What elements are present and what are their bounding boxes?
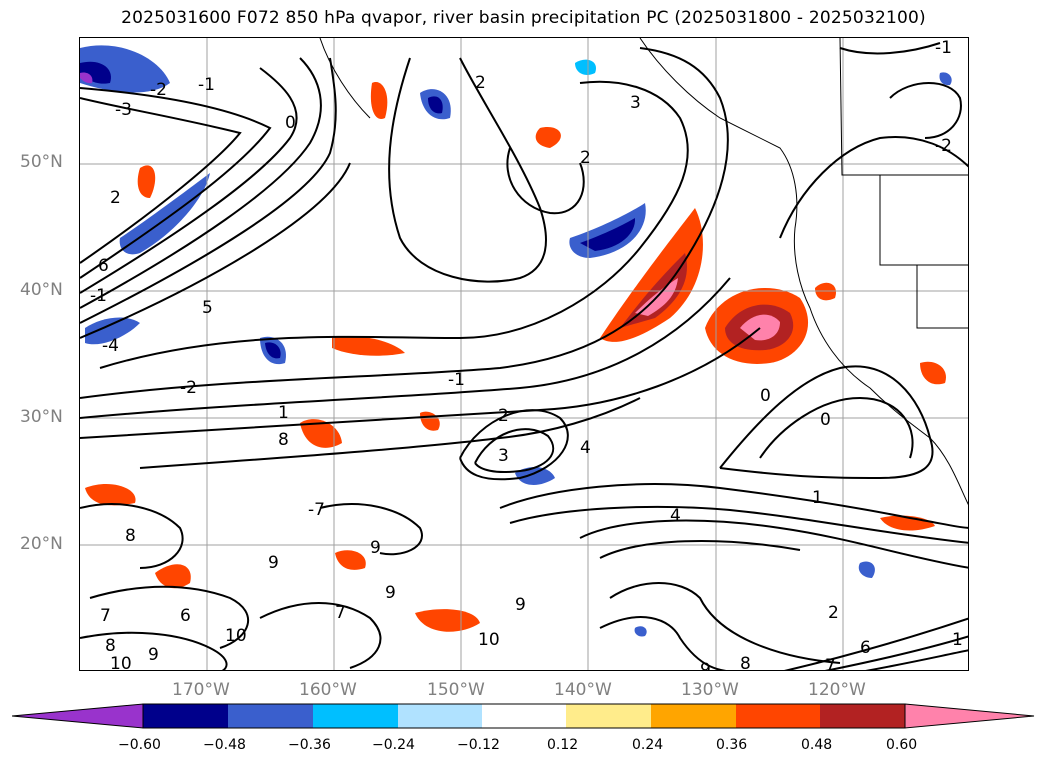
map-panel: -1 -2 -3 0 2 3 2 2 6 -1 5 -4 -2 -1 1 2 3… [79,37,969,671]
colorbar-tick-label: 0.12 [547,737,579,753]
colorbar-tick-label: 0.48 [801,737,833,753]
colorbar-tick-label: 0.60 [886,737,918,753]
colorbar-tick-label: −0.48 [203,737,246,753]
lat-label: 20°N [20,534,63,554]
colorbar [12,703,1035,729]
coastline [319,38,968,505]
colorbar-tick-label: −0.60 [118,737,161,753]
colorbar-tick-label: −0.36 [288,737,331,753]
graticule [80,38,968,670]
colorbar-tick-label: −0.24 [372,737,415,753]
precip-shading [80,45,952,637]
colorbar-tick-label: 0.36 [716,737,748,753]
lon-label: 160°W [299,680,357,700]
qvapor-contours [80,42,968,670]
lat-label: 50°N [20,152,63,172]
lat-label: 40°N [20,280,63,300]
map-canvas [80,38,968,670]
colorbar-tick-label: 0.24 [632,737,664,753]
map-title: 2025031600 F072 850 hPa qvapor, river ba… [121,8,926,28]
lat-label: 30°N [20,407,63,427]
lon-label: 140°W [554,680,612,700]
lon-label: 120°W [808,680,866,700]
lon-label: 170°W [172,680,230,700]
lon-label: 150°W [427,680,485,700]
lon-label: 130°W [681,680,739,700]
colorbar-tick-label: −0.12 [457,737,500,753]
